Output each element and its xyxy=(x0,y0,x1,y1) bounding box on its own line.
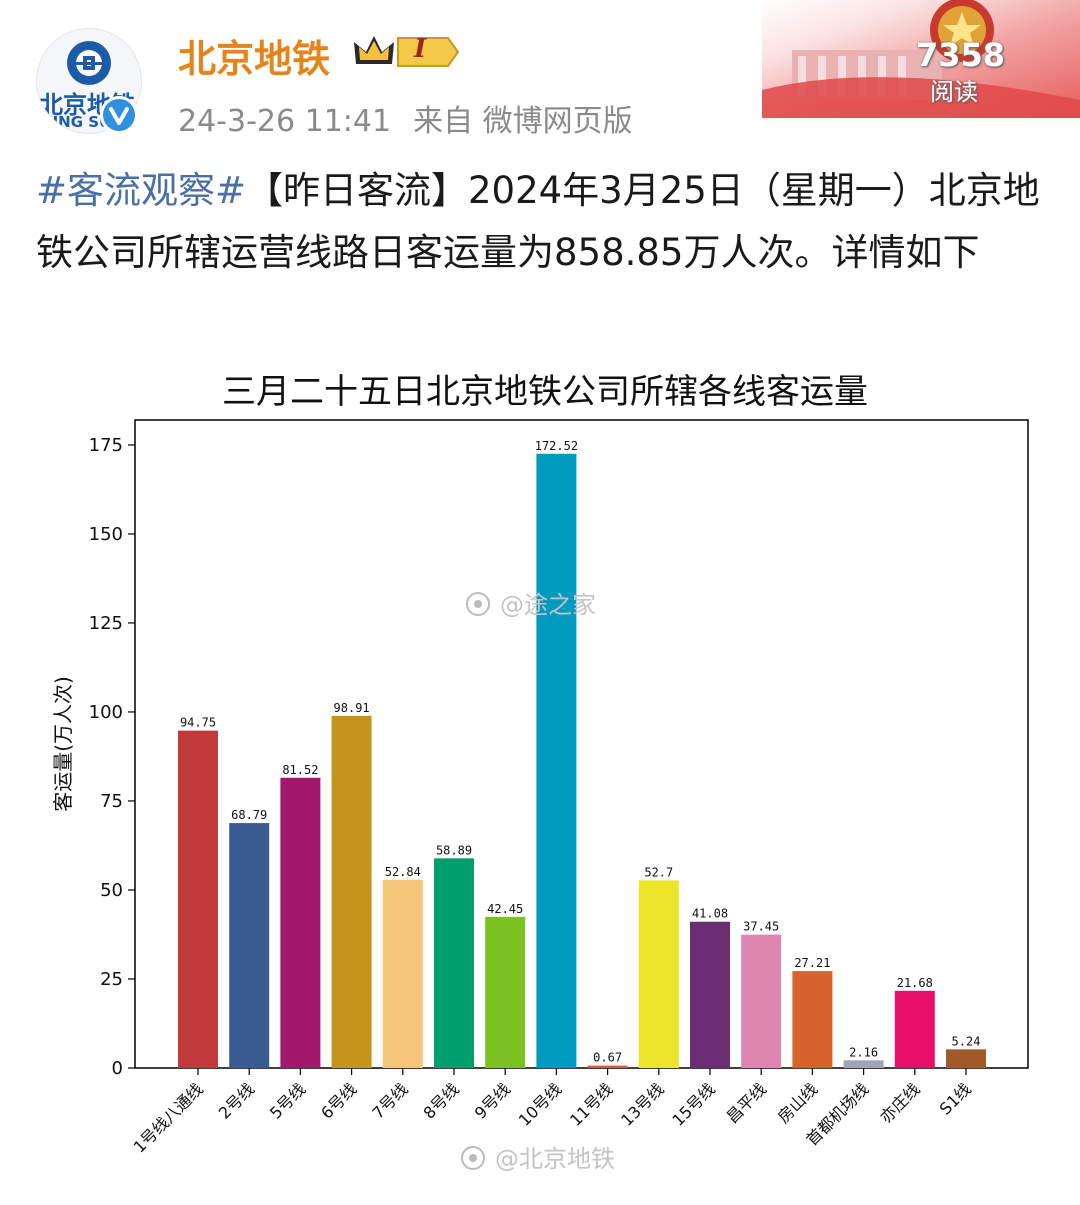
watermark-text: @途之家 xyxy=(500,591,596,619)
x-tick-label: 2号线 xyxy=(215,1079,258,1122)
bar-5 xyxy=(382,879,423,1068)
avatar-subtext: JING SU xyxy=(47,113,112,131)
bar-4 xyxy=(331,715,372,1068)
x-tick-label: 5号线 xyxy=(266,1079,309,1122)
ridership-bar-chart: 三月二十五日北京地铁公司所辖各线客运量 客运量(万人次) 0 25 50 75 100 1… xyxy=(51,372,1029,1173)
x-tick-label: 11号线 xyxy=(566,1079,616,1129)
value-labels: 94.75 68.79 81.52 98.91 52.84 58.89 42.45 172.5… xyxy=(180,439,981,1065)
read-label: 阅读 xyxy=(930,78,978,106)
value-label: 27.21 xyxy=(794,956,830,970)
post-source: 来自 微博网页版 xyxy=(413,104,633,139)
value-label: 5.24 xyxy=(952,1034,981,1048)
bar-10 xyxy=(638,880,679,1068)
value-label: 0.67 xyxy=(593,1051,622,1065)
bar-16 xyxy=(946,1049,986,1068)
bar-6 xyxy=(434,858,474,1068)
bar-2 xyxy=(229,823,270,1068)
x-tick-label: 房山线 xyxy=(774,1079,821,1126)
x-tick-label: 13号线 xyxy=(617,1079,667,1129)
bar-15 xyxy=(894,990,935,1068)
read-count: 7358 xyxy=(916,36,1006,74)
x-tick-label: 6号线 xyxy=(317,1079,360,1122)
value-label: 52.7 xyxy=(644,865,673,879)
weibo-eye-icon xyxy=(466,592,490,616)
watermark: @北京地铁 xyxy=(461,1145,615,1173)
post-meta: 24-3-26 11:41 来自 微博网页版 xyxy=(178,96,655,140)
x-tick-label: 7号线 xyxy=(368,1079,411,1122)
bar-14 xyxy=(843,1060,884,1068)
bar-13 xyxy=(792,971,833,1068)
watermark: @途之家 xyxy=(466,591,596,619)
username[interactable]: 北京地铁 xyxy=(178,37,331,81)
value-label: 58.89 xyxy=(436,843,472,857)
y-tick-label: 150 xyxy=(89,524,123,545)
watermark-text: @北京地铁 xyxy=(495,1145,615,1173)
y-tick-label: 175 xyxy=(89,435,123,456)
value-label: 37.45 xyxy=(743,920,779,934)
bar-3 xyxy=(280,777,321,1068)
bar-9 xyxy=(587,1065,628,1068)
bar-1 xyxy=(178,730,218,1068)
great-hall-emblem-icon xyxy=(762,0,1080,118)
y-axis: 0 25 50 75 100 125 150 175 xyxy=(89,435,135,1079)
x-tick-label: 9号线 xyxy=(471,1079,514,1122)
y-tick-label: 100 xyxy=(89,702,123,723)
x-tick-label: 15号线 xyxy=(668,1079,718,1129)
post-text: #客流观察#【昨日客流】2024年3月25日（星期一）北京地铁公司所辖运营线路日… xyxy=(36,160,1044,284)
weibo-eye-pupil xyxy=(469,1154,477,1162)
x-tick-label: 亦庄线 xyxy=(876,1079,923,1126)
y-tick-label: 75 xyxy=(100,791,123,812)
y-tick-label: 125 xyxy=(89,613,123,634)
x-tick-label: 8号线 xyxy=(420,1079,463,1122)
chart-title: 三月二十五日北京地铁公司所辖各线客运量 xyxy=(222,372,868,412)
value-label: 21.68 xyxy=(897,976,933,990)
y-tick-label: 0 xyxy=(112,1058,123,1079)
value-label: 42.45 xyxy=(487,902,523,916)
weibo-eye-icon xyxy=(461,1146,485,1170)
hashtag-link[interactable]: #客流观察# xyxy=(36,169,247,212)
y-axis-label: 客运量(万人次) xyxy=(51,676,75,812)
y-tick-label: 25 xyxy=(100,969,123,990)
x-axis: 1号线八通线 2号线 5号线 6号线 7号线 8号线 9号线 10号线 11号线 13号线 15号线… xyxy=(130,1068,975,1157)
post-body: 【昨日客流】2024年3月25日（星期一）北京地铁公司所辖运营线路日客运量为85… xyxy=(36,169,1040,274)
verified-icon xyxy=(100,96,138,134)
bar-7 xyxy=(485,916,526,1068)
bar-8 xyxy=(536,453,577,1069)
level-badge-label: I xyxy=(414,34,427,64)
bar-12 xyxy=(741,934,782,1068)
weibo-eye-pupil xyxy=(474,600,482,608)
x-tick-label: 1号线八通线 xyxy=(130,1079,207,1156)
x-tick-label: 10号线 xyxy=(515,1079,565,1129)
x-tick-label: S1线 xyxy=(936,1079,975,1118)
value-label: 81.52 xyxy=(282,763,318,777)
bars xyxy=(178,453,986,1069)
plot-frame xyxy=(134,419,1029,1069)
value-label: 94.75 xyxy=(180,716,216,730)
y-tick-label: 50 xyxy=(100,880,123,901)
value-label: 2.16 xyxy=(849,1045,878,1059)
value-label: 172.52 xyxy=(535,439,578,453)
bar-11 xyxy=(690,921,730,1068)
x-tick-label: 昌平线 xyxy=(723,1079,770,1126)
value-label: 41.08 xyxy=(692,907,728,921)
crown-icon xyxy=(354,36,460,67)
read-count-banner xyxy=(762,0,1080,118)
watermarks: @途之家 @北京地铁 xyxy=(461,591,615,1173)
timestamp: 24-3-26 11:41 xyxy=(178,104,392,139)
beijing-subway-logo-icon xyxy=(67,41,111,85)
value-label: 68.79 xyxy=(231,808,267,822)
level-badge[interactable]: I xyxy=(352,32,460,72)
value-label: 52.84 xyxy=(385,865,421,879)
value-label: 98.91 xyxy=(334,701,370,715)
